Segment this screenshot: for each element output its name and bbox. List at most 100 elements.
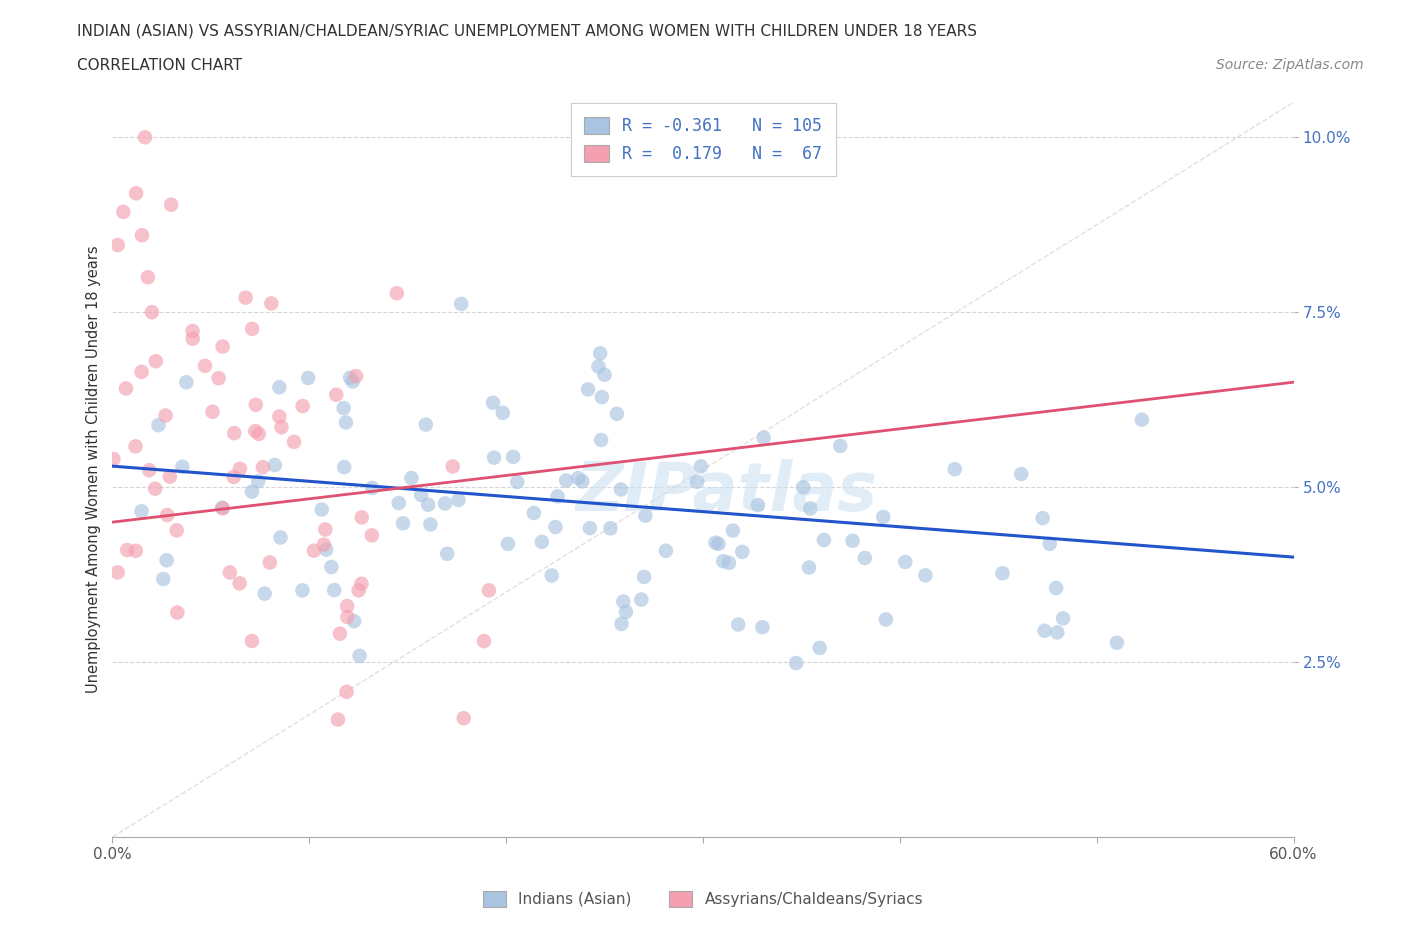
Point bbox=[385, 286, 408, 300]
Point bbox=[872, 510, 894, 525]
Point bbox=[1105, 635, 1128, 650]
Point bbox=[342, 374, 364, 389]
Point bbox=[415, 418, 437, 432]
Point bbox=[853, 551, 876, 565]
Point bbox=[686, 474, 709, 489]
Point bbox=[270, 419, 292, 434]
Point bbox=[283, 434, 305, 449]
Point bbox=[125, 186, 148, 201]
Point bbox=[447, 493, 470, 508]
Point bbox=[194, 358, 217, 373]
Point bbox=[350, 577, 373, 591]
Point bbox=[107, 565, 129, 579]
Point bbox=[453, 711, 475, 725]
Point bbox=[136, 270, 159, 285]
Point bbox=[323, 583, 346, 598]
Point bbox=[263, 458, 285, 472]
Point bbox=[228, 576, 250, 591]
Point bbox=[350, 510, 373, 525]
Point bbox=[401, 471, 423, 485]
Point bbox=[260, 296, 283, 311]
Point bbox=[747, 498, 769, 512]
Point bbox=[360, 528, 382, 543]
Point bbox=[943, 461, 966, 476]
Point bbox=[478, 583, 501, 598]
Point bbox=[1045, 580, 1067, 595]
Text: INDIAN (ASIAN) VS ASSYRIAN/CHALDEAN/SYRIAC UNEMPLOYMENT AMONG WOMEN WITH CHILDRE: INDIAN (ASIAN) VS ASSYRIAN/CHALDEAN/SYRI… bbox=[77, 23, 977, 38]
Point bbox=[450, 297, 472, 312]
Point bbox=[752, 431, 775, 445]
Legend: R = -0.361   N = 105, R =  0.179   N =  67: R = -0.361 N = 105, R = 0.179 N = 67 bbox=[571, 103, 835, 177]
Point bbox=[247, 427, 270, 442]
Point bbox=[312, 538, 335, 552]
Point bbox=[131, 504, 153, 519]
Y-axis label: Unemployment Among Women with Children Under 18 years: Unemployment Among Women with Children U… bbox=[86, 246, 101, 694]
Point bbox=[799, 501, 821, 516]
Point bbox=[492, 405, 515, 420]
Point bbox=[502, 449, 524, 464]
Point bbox=[138, 463, 160, 478]
Point bbox=[344, 368, 367, 383]
Point bbox=[347, 583, 370, 598]
Point bbox=[107, 237, 129, 252]
Point bbox=[176, 375, 198, 390]
Point bbox=[259, 555, 281, 570]
Point bbox=[207, 371, 229, 386]
Point bbox=[482, 450, 505, 465]
Point bbox=[841, 533, 863, 548]
Point bbox=[1052, 611, 1074, 626]
Point bbox=[717, 555, 740, 570]
Point bbox=[634, 508, 657, 523]
Point bbox=[506, 474, 529, 489]
Point bbox=[361, 481, 384, 496]
Point bbox=[830, 438, 852, 453]
Point bbox=[336, 609, 359, 624]
Point bbox=[610, 617, 633, 631]
Point bbox=[245, 423, 267, 438]
Point bbox=[124, 439, 146, 454]
Point bbox=[240, 485, 263, 499]
Legend: Indians (Asian), Assyrians/Chaldeans/Syriacs: Indians (Asian), Assyrians/Chaldeans/Syr… bbox=[477, 884, 929, 913]
Point bbox=[141, 305, 163, 320]
Point bbox=[112, 205, 135, 219]
Point bbox=[181, 331, 204, 346]
Point bbox=[181, 324, 204, 339]
Point bbox=[131, 228, 153, 243]
Point bbox=[690, 459, 713, 474]
Point bbox=[727, 617, 749, 631]
Point bbox=[211, 339, 233, 354]
Point bbox=[160, 197, 183, 212]
Point bbox=[593, 367, 616, 382]
Point bbox=[482, 395, 505, 410]
Point bbox=[156, 552, 179, 567]
Point bbox=[253, 586, 276, 601]
Point bbox=[1032, 511, 1054, 525]
Text: Source: ZipAtlas.com: Source: ZipAtlas.com bbox=[1216, 58, 1364, 72]
Point bbox=[530, 535, 553, 550]
Point bbox=[1033, 623, 1056, 638]
Point bbox=[291, 399, 314, 414]
Point bbox=[434, 496, 457, 511]
Point bbox=[392, 516, 415, 531]
Point bbox=[311, 502, 333, 517]
Point bbox=[349, 648, 371, 663]
Point bbox=[496, 537, 519, 551]
Point bbox=[302, 543, 325, 558]
Point bbox=[269, 379, 291, 394]
Point bbox=[315, 542, 337, 557]
Point bbox=[388, 496, 411, 511]
Point bbox=[523, 506, 546, 521]
Point bbox=[612, 594, 634, 609]
Point bbox=[704, 536, 727, 551]
Point bbox=[240, 322, 263, 337]
Point bbox=[332, 401, 354, 416]
Point bbox=[336, 599, 359, 614]
Point bbox=[875, 612, 897, 627]
Point bbox=[145, 353, 167, 368]
Point bbox=[418, 498, 440, 512]
Text: ZIPatlas: ZIPatlas bbox=[575, 458, 877, 525]
Point bbox=[269, 409, 291, 424]
Point bbox=[591, 432, 613, 447]
Point bbox=[229, 461, 252, 476]
Point bbox=[155, 408, 177, 423]
